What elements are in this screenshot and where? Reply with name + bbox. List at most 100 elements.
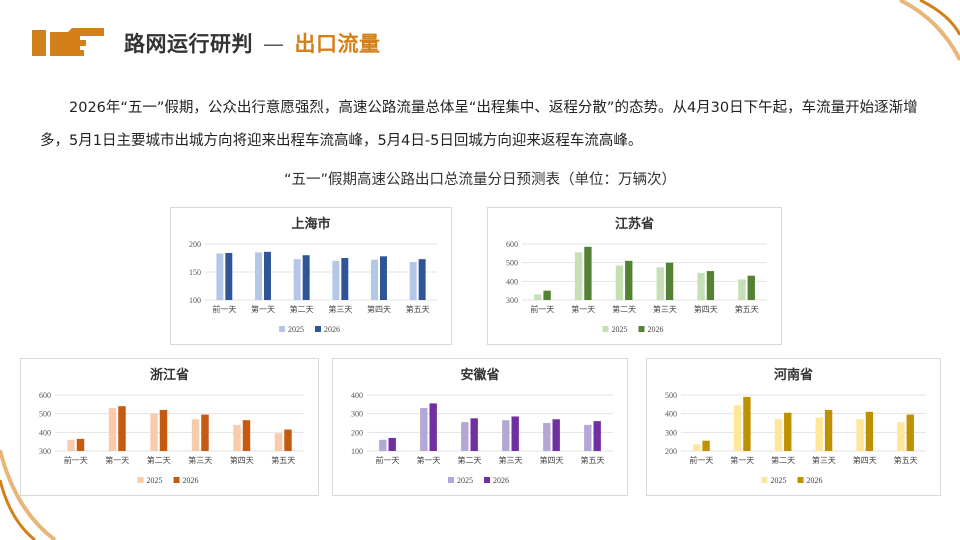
top-right-decoration	[899, 0, 960, 61]
bar-2026-第五天	[284, 429, 292, 451]
x-tick-label: 第二天	[458, 455, 482, 465]
x-tick-label: 第三天	[653, 304, 677, 314]
y-tick-label: 300	[506, 296, 518, 305]
bar-2026-第三天	[824, 409, 833, 451]
bar-2026-第三天	[201, 414, 209, 451]
y-tick-label: 200	[189, 240, 201, 249]
bottom-left-decoration	[0, 450, 57, 540]
bar-2026-第四天	[242, 420, 251, 451]
bar-2025-第一天	[420, 408, 428, 451]
bar-2025-第五天	[274, 433, 283, 451]
legend-label: 2026	[807, 476, 823, 485]
bar-2025-前一天	[693, 444, 701, 451]
y-tick-label: 500	[506, 259, 518, 268]
bar-2025-第一天	[108, 408, 117, 451]
bar-2026-第一天	[429, 403, 437, 451]
legend-swatch	[279, 326, 285, 332]
legend-swatch	[315, 326, 321, 332]
bar-2026-第三天	[341, 258, 349, 300]
x-tick-label: 第一天	[730, 455, 754, 465]
title-subtitle: 出口流量	[294, 32, 381, 56]
pointing-hand-icon	[32, 28, 104, 56]
bar-2025-前一天	[534, 294, 542, 300]
x-tick-label: 第五天	[406, 304, 430, 314]
bar-2026-第三天	[511, 416, 519, 451]
bar-2025-第二天	[461, 422, 469, 451]
bar-2026-第二天	[625, 260, 633, 300]
chart-panel-henan: 河南省 200 300 400 500 前一天 第一天 第二天 第三天 第四天 第五天 2025 202…	[646, 358, 941, 496]
bar-2026-第四天	[552, 419, 560, 451]
x-tick-label: 第三天	[328, 304, 352, 314]
bar-2026-第四天	[380, 256, 387, 300]
bar-2025-第一天	[733, 405, 742, 451]
bar-2025-第五天	[584, 424, 592, 451]
x-tick-label: 第三天	[812, 455, 836, 465]
bar-2025-第三天	[191, 419, 200, 451]
title-main: 路网运行研判	[124, 32, 253, 56]
legend-label: 2026	[493, 476, 509, 485]
legend-label: 2026	[648, 325, 664, 334]
chart-panel-shanghai: 上海市 100 150 200 前一天 第一天 第二天 第三天 第四天 第五天 2025 2026	[170, 207, 452, 345]
x-tick-label: 第三天	[499, 455, 523, 465]
chart-anhui: 安徽省 100 200 300 400 前一天 第一天 第二天 第三天 第四天 第五天 2025 202…	[351, 367, 613, 485]
bar-2026-第一天	[118, 406, 126, 451]
bar-2025-第五天	[409, 261, 417, 300]
x-tick-label: 第五天	[894, 455, 918, 465]
x-tick-label: 第一天	[105, 455, 129, 465]
bar-2026-前一天	[76, 438, 85, 451]
bar-2026-前一天	[388, 437, 396, 451]
x-tick-label: 第四天	[230, 455, 254, 465]
bar-2026-第二天	[159, 409, 168, 451]
bar-2025-第一天	[255, 252, 262, 300]
bar-2025-第四天	[856, 419, 864, 451]
legend-swatch	[761, 477, 768, 483]
x-tick-label: 第一天	[417, 455, 441, 465]
x-tick-label: 第一天	[251, 304, 275, 314]
x-tick-label: 第四天	[367, 304, 391, 314]
chart-title: 安徽省	[460, 367, 499, 383]
legend-swatch	[173, 477, 180, 483]
x-tick-label: 第四天	[540, 455, 564, 465]
y-tick-label: 100	[351, 447, 363, 456]
x-tick-label: 第三天	[188, 455, 212, 465]
legend-swatch	[797, 477, 804, 483]
y-tick-label: 400	[506, 277, 518, 286]
chart-henan: 河南省 200 300 400 500 前一天 第一天 第二天 第三天 第四天 第五天 2025 202…	[665, 367, 926, 485]
x-tick-label: 第二天	[771, 455, 795, 465]
bar-2025-第三天	[815, 417, 823, 451]
bar-2026-第四天	[706, 271, 715, 300]
x-tick-label: 第五天	[581, 455, 605, 465]
intro-paragraph: 2026年“五一”假期，公众出行意愿强烈，高速公路流量总体呈“出程集中、返程分散…	[40, 100, 918, 149]
chart-title: 河南省	[774, 367, 813, 383]
x-tick-label: 第二天	[612, 304, 636, 314]
x-tick-label: 第二天	[290, 304, 314, 314]
legend-label: 2026	[183, 476, 199, 485]
bar-2025-第三天	[656, 267, 664, 300]
x-tick-label: 前一天	[530, 304, 554, 314]
bar-2025-第四天	[697, 272, 705, 300]
x-tick-label: 第二天	[147, 455, 171, 465]
x-tick-label: 前一天	[376, 455, 400, 465]
x-tick-label: 第四天	[853, 455, 877, 465]
bar-2025-第四天	[543, 423, 551, 451]
legend-swatch	[484, 477, 490, 483]
bar-2025-第二天	[615, 265, 624, 300]
legend-swatch	[137, 477, 144, 483]
y-tick-label: 400	[39, 428, 51, 437]
legend-label: 2025	[771, 476, 787, 485]
x-tick-label: 第五天	[735, 304, 759, 314]
title-separator: —	[263, 32, 285, 56]
x-tick-label: 第一天	[571, 304, 595, 314]
bar-2025-前一天	[67, 439, 75, 451]
chart-jiangsu: 江苏省 300 400 500 600 前一天 第一天 第二天 第三天 第四天 第五天 2025 202…	[506, 216, 767, 334]
bar-2025-第三天	[502, 420, 510, 451]
legend-label: 2025	[288, 325, 304, 334]
y-tick-label: 200	[351, 428, 363, 437]
legend-swatch	[602, 326, 609, 332]
y-tick-label: 200	[665, 447, 677, 456]
bar-2026-第二天	[784, 412, 792, 451]
chart-panel-anhui: 安徽省 100 200 300 400 前一天 第一天 第二天 第三天 第四天 第五天 2025 202…	[332, 358, 628, 496]
legend-label: 2026	[324, 325, 340, 334]
y-tick-label: 300	[351, 410, 363, 419]
bar-2025-第二天	[150, 413, 158, 451]
